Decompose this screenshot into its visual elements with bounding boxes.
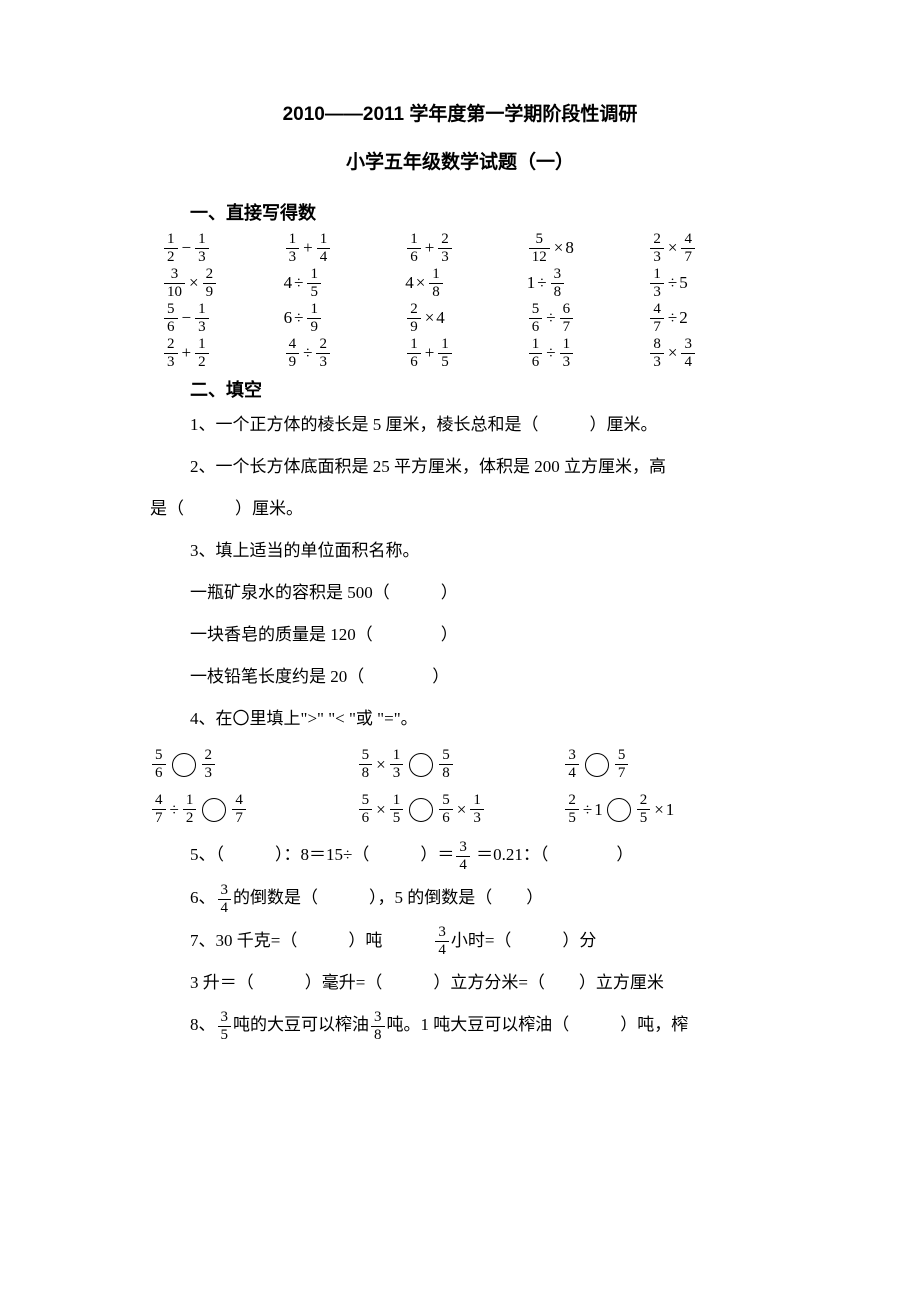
calc-cell: 13+14 [284, 232, 406, 265]
q3b: 一块香皂的质量是 120（ ） [150, 618, 770, 652]
q7: 7、30 千克=（ ）吨 34小时=（ ）分 [150, 924, 770, 959]
q8-pre: 8、 [190, 1015, 216, 1034]
calc-cell: 47÷2 [648, 302, 770, 335]
calc-cell: 56−13 [162, 302, 284, 335]
calc-cell: 1÷38 [527, 267, 649, 300]
q5-frac: 34 [456, 840, 470, 873]
compare-row-b: 47÷124756×1556×1325÷125×1 [150, 793, 770, 826]
q6-post: 的倒数是（ ），5 的倒数是（ ） [233, 888, 543, 907]
calc-cell: 4÷15 [284, 267, 406, 300]
q8-post: 吨。1 吨大豆可以榨油（ ）吨，榨 [387, 1015, 689, 1034]
q3: 3、填上适当的单位面积名称。 [150, 534, 770, 568]
calc-grid: 12−1313+1416+23512×823×47310×294÷154×181… [150, 232, 770, 370]
calc-cell: 23×47 [648, 232, 770, 265]
compare-cell: 56×1556×13 [357, 793, 564, 826]
q1: 1、一个正方体的棱长是 5 厘米，棱长总和是（ ）厘米。 [150, 408, 770, 442]
q8-mid: 吨的大豆可以榨油 [233, 1015, 369, 1034]
q8: 8、35吨的大豆可以榨油38吨。1 吨大豆可以榨油（ ）吨，榨 [150, 1008, 770, 1043]
calc-cell: 56÷67 [527, 302, 649, 335]
compare-row-a: 562358×13583457 [150, 748, 770, 781]
q7b: 3 升＝（ ）毫升=（ ）立方分米=（ ）立方厘米 [150, 966, 770, 1000]
compare-cell: 47÷1247 [150, 793, 357, 826]
q5: 5、（ ）：8＝15÷（ ）＝34 ＝0.21：（ ） [150, 838, 770, 873]
calc-cell: 23+12 [162, 337, 284, 370]
q7-pre: 7、30 千克=（ ）吨 [190, 931, 433, 950]
q4: 4、在〇里填上">" "< "或 "="。 [150, 702, 770, 736]
calc-cell: 16÷13 [527, 337, 649, 370]
calc-cell: 310×29 [162, 267, 284, 300]
q2a: 2、一个长方体底面积是 25 平方厘米，体积是 200 立方厘米，高 [150, 450, 770, 484]
q8-f1: 35 [218, 1010, 232, 1043]
calc-cell: 49÷23 [284, 337, 406, 370]
q3a: 一瓶矿泉水的容积是 500（ ） [150, 576, 770, 610]
q6-frac: 34 [218, 883, 232, 916]
q3c: 一枝铅笔长度约是 20（ ） [150, 660, 770, 694]
section2-header: 二、填空 [150, 376, 770, 405]
calc-cell: 6÷19 [284, 302, 406, 335]
q7-frac: 34 [435, 925, 449, 958]
compare-cell: 3457 [563, 748, 770, 781]
calc-cell: 29×4 [405, 302, 527, 335]
compare-cell: 58×1358 [357, 748, 564, 781]
q5-pre: 5、（ ）：8＝15÷（ ）＝ [190, 845, 454, 864]
q8-f2: 38 [371, 1010, 385, 1043]
section1-header: 一、直接写得数 [150, 199, 770, 228]
q2b: 是（ ）厘米。 [150, 492, 770, 526]
calc-cell: 4×18 [405, 267, 527, 300]
calc-cell: 512×8 [527, 232, 649, 265]
calc-cell: 16+23 [405, 232, 527, 265]
title-sub: 小学五年级数学试题（一） [150, 148, 770, 178]
q6-pre: 6、 [190, 888, 216, 907]
compare-cell: 5623 [150, 748, 357, 781]
q6: 6、34的倒数是（ ），5 的倒数是（ ） [150, 881, 770, 916]
q7-post: 小时=（ ）分 [451, 931, 597, 950]
calc-cell: 16+15 [405, 337, 527, 370]
q5-post: ＝0.21：（ ） [472, 845, 634, 864]
calc-cell: 12−13 [162, 232, 284, 265]
compare-cell: 25÷125×1 [563, 793, 770, 826]
calc-cell: 13÷5 [648, 267, 770, 300]
calc-cell: 83×34 [648, 337, 770, 370]
title-main: 2010——2011 学年度第一学期阶段性调研 [150, 100, 770, 130]
